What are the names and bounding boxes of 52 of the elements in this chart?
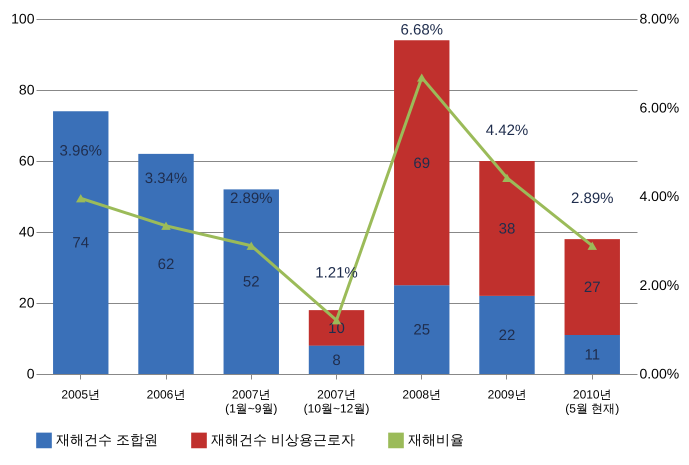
data-label: 2.89%	[230, 190, 273, 207]
x-tick-label: 2006년	[146, 388, 186, 402]
data-label: 22	[498, 326, 516, 344]
data-label: 3.34%	[144, 170, 188, 187]
data-label: 38	[498, 220, 516, 238]
data-label: 74	[72, 234, 90, 252]
x-tick-label: 2010년 (5월 현재)	[565, 388, 620, 416]
bar	[564, 334, 620, 374]
x-tick-label: 2008년	[402, 388, 442, 402]
data-label: 52	[242, 274, 260, 291]
data-label: 62	[158, 256, 174, 273]
data-label: 6.68%	[400, 22, 444, 39]
y-tick-label: 20	[18, 294, 35, 310]
y-tick-label: 40	[18, 224, 35, 240]
y2-tick-label: 2.00%	[640, 276, 680, 293]
bar	[394, 285, 450, 374]
bar	[138, 154, 194, 374]
bar	[224, 189, 279, 374]
legend-label: 재해건수 조합원	[56, 431, 158, 448]
point	[588, 242, 597, 250]
bar	[53, 111, 108, 374]
data-label: 3.96%	[59, 142, 102, 160]
x-tick-label: 2007년 (1월~9월)	[225, 388, 278, 416]
y-tick-label: 60	[18, 152, 35, 168]
y-tick-label: 100	[11, 10, 35, 26]
point	[76, 194, 86, 202]
legend-label: 재해건수 비상용근로자	[211, 431, 355, 448]
bar	[308, 346, 364, 374]
bar	[394, 40, 450, 286]
x-tick-label: 2005년	[61, 388, 100, 402]
point	[161, 222, 171, 230]
data-label: 4.42%	[486, 122, 528, 139]
data-label: 27	[584, 279, 601, 296]
y2-tick-label: 4.00%	[640, 188, 680, 204]
data-label: 69	[413, 154, 430, 172]
y2-tick-label: 8.00%	[640, 10, 680, 26]
bar	[479, 161, 535, 296]
data-label: 25	[413, 322, 430, 339]
bar	[479, 296, 535, 374]
data-label: 2.89%	[570, 190, 614, 207]
bar	[564, 239, 620, 335]
x-tick-label: 2009년	[488, 388, 526, 402]
data-label: 8	[332, 352, 341, 369]
y2-tick-label: 0.00%	[640, 366, 680, 382]
legend-label: 재해비율	[408, 431, 464, 448]
bar	[308, 310, 364, 346]
y-tick-label: 80	[18, 82, 35, 98]
data-label: 11	[584, 346, 600, 364]
point	[417, 73, 426, 82]
y2-tick-label: 6.00%	[640, 99, 680, 116]
y-tick-label: 0	[26, 366, 35, 382]
x-tick-label: 2007년 (10월~12월)	[304, 388, 370, 416]
